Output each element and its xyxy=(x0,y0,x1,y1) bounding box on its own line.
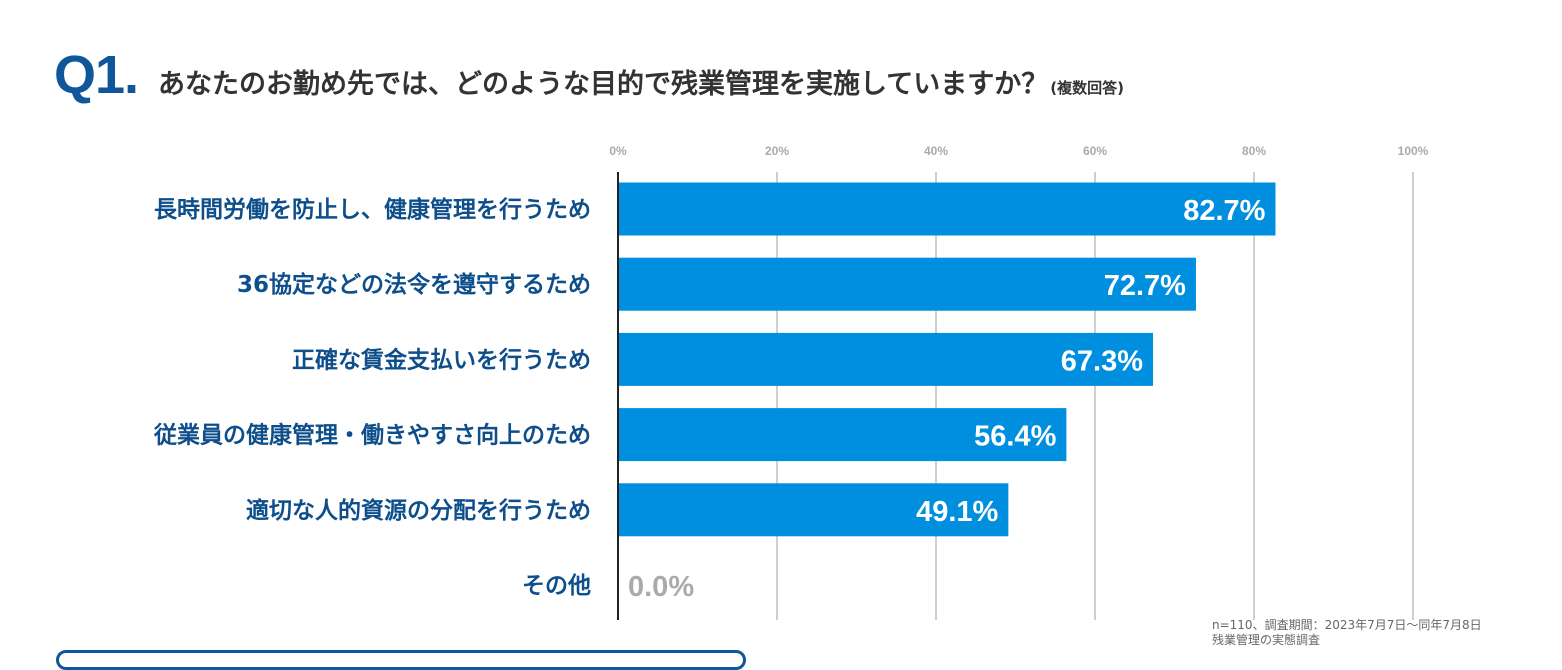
category-label: その他 xyxy=(522,573,591,599)
footnote: n=110、調査期間：2023年7月7日～同年7月8日 残業管理の実態調査 xyxy=(1212,618,1482,648)
data-label: 0.0% xyxy=(628,571,694,603)
x-tick-label: 100% xyxy=(1398,144,1429,158)
x-tick-label: 0% xyxy=(609,144,627,158)
bottom-panel xyxy=(56,650,746,670)
bar xyxy=(618,182,1276,236)
x-tick-label: 20% xyxy=(765,144,789,158)
bar xyxy=(618,483,1009,537)
data-label: 82.7% xyxy=(1183,195,1265,227)
footnote-survey-title: 残業管理の実態調査 xyxy=(1212,633,1321,647)
bar xyxy=(618,332,1154,386)
category-label: 長時間労働を防止し、健康管理を行うため xyxy=(154,196,591,223)
x-tick-label: 60% xyxy=(1083,144,1107,158)
bar xyxy=(618,408,1067,462)
category-label: 36協定などの法令を遵守するため xyxy=(237,271,591,298)
data-label: 49.1% xyxy=(916,496,998,528)
x-tick-label: 40% xyxy=(924,144,948,158)
category-label: 正確な賃金支払いを行うため xyxy=(292,346,591,373)
question-text: あなたのお勤め先では、どのような目的で残業管理を実施していますか？ xyxy=(158,69,1049,100)
category-label: 適切な人的資源の分配を行うため xyxy=(246,497,591,524)
x-tick-label: 80% xyxy=(1242,144,1266,158)
data-label: 67.3% xyxy=(1061,345,1143,377)
category-label: 従業員の健康管理・働きやすさ向上のため xyxy=(153,422,591,449)
data-label: 56.4% xyxy=(974,421,1056,453)
bar-chart: 0% 20% 40% 60% 80% 100% 82.7% 長時間労働を防止し、健康管理を行う… xyxy=(153,144,1429,620)
question-note: (複数回答) xyxy=(1050,79,1124,97)
bar xyxy=(618,257,1196,311)
data-label: 72.7% xyxy=(1104,270,1186,302)
question-heading: Q1. あなたのお勤め先では、どのような目的で残業管理を実施していますか？ (複… xyxy=(54,44,1124,106)
footnote-survey-info: n=110、調査期間：2023年7月7日～同年7月8日 xyxy=(1212,618,1482,632)
question-number: Q1. xyxy=(54,45,139,105)
